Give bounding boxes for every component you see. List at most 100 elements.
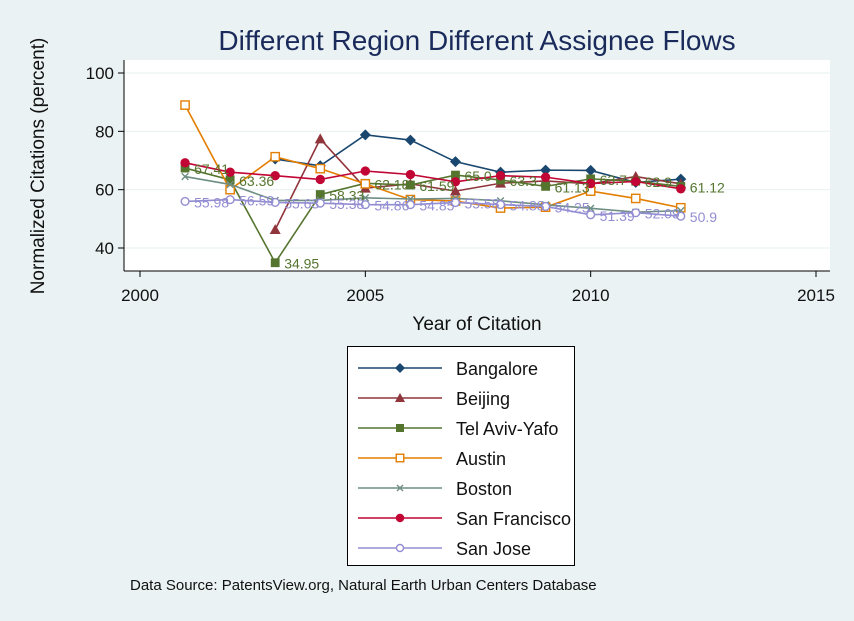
data-label-tel-aviv-yafo: 67.41 (194, 161, 229, 177)
data-label-san-jose: 50.9 (690, 209, 717, 225)
legend-swatch (358, 513, 442, 523)
data-point-san-jose (405, 200, 415, 210)
data-point-boston (361, 194, 370, 202)
data-point-bangalore (585, 164, 597, 176)
data-point-san-jose (270, 197, 280, 207)
data-point-san-jose (676, 211, 686, 221)
legend-swatch (358, 543, 442, 553)
legend-item-boston: Boston (348, 473, 574, 503)
data-point-tel-aviv-yafo (315, 190, 325, 199)
legend-swatch (358, 393, 442, 402)
legend-label: Bangalore (456, 359, 539, 379)
data-label-tel-aviv-yafo: 63.3 (510, 173, 537, 189)
data-point-boston (586, 204, 595, 213)
plot-area (124, 60, 830, 271)
x-marker-stroke (226, 180, 234, 189)
chart-title: Different Region Different Assignee Flow… (218, 25, 735, 56)
x-marker-stroke (586, 204, 595, 213)
data-label-tel-aviv-yafo: 34.95 (284, 256, 319, 272)
data-label-tel-aviv-yafo: 63.36 (239, 173, 274, 189)
data-label-san-jose: 54.85 (419, 198, 454, 214)
data-label-san-jose: 55.58 (464, 196, 499, 212)
legend-item-bangalore: Bangalore (348, 353, 574, 383)
legend-swatch (358, 363, 442, 373)
data-label-tel-aviv-yafo: 62.18 (374, 176, 409, 192)
data-point-san-francisco (360, 166, 371, 176)
data-point-san-jose (495, 200, 506, 210)
series-line-san-jose (185, 198, 681, 218)
data-point-san-francisco (450, 177, 461, 187)
data-label-san-jose: 51.39 (600, 208, 635, 224)
data-point-beijing (314, 133, 326, 144)
data-label-san-jose: 55.63 (284, 195, 319, 211)
legend-item-san-jose: San Jose (348, 533, 574, 563)
legend-swatch (358, 484, 442, 492)
data-point-austin (360, 179, 371, 189)
data-label-san-jose: 54.88 (510, 198, 545, 214)
x-marker-stroke (361, 194, 370, 202)
legend-label: Austin (456, 449, 507, 469)
data-point-tel-aviv-yafo (406, 180, 415, 190)
data-point-austin (270, 151, 281, 162)
data-point-tel-aviv-yafo (225, 175, 235, 185)
data-point-san-francisco (631, 176, 641, 187)
data-point-bangalore (449, 156, 461, 168)
data-label-san-jose: 54.25 (555, 199, 590, 215)
data-label-san-jose: 54.86 (374, 198, 409, 214)
data-label-tel-aviv-yafo: 61.59 (419, 178, 454, 194)
data-point-san-jose (541, 201, 551, 211)
legend-item-san-francisco: San Francisco (348, 503, 574, 533)
data-point-bangalore (359, 129, 371, 141)
data-point-beijing (449, 185, 461, 196)
data-point-tel-aviv-yafo (270, 258, 280, 268)
data-label-san-jose: 55.38 (329, 196, 364, 212)
series-line-san-francisco (184, 162, 681, 190)
square-marker (396, 424, 404, 432)
data-point-san-francisco (270, 170, 280, 181)
legend-label: Tel Aviv-Yafo (456, 419, 559, 439)
y-tick-label: 100 (86, 64, 114, 83)
data-point-san-francisco (495, 170, 506, 181)
legend-swatch (358, 453, 442, 463)
data-point-tel-aviv-yafo (180, 163, 190, 173)
data-point-san-jose (360, 200, 370, 210)
x-marker (396, 484, 404, 492)
data-point-tel-aviv-yafo (541, 181, 550, 191)
x-tick-label: 2000 (121, 286, 159, 305)
series-san-jose (180, 195, 686, 221)
legend: Bangalore Beijing Tel Aviv-Yafo Austin Bosto… (347, 346, 575, 566)
legend-item-beijing: Beijing (348, 383, 574, 413)
data-point-san-francisco (180, 158, 190, 168)
data-point-bangalore (540, 164, 552, 176)
series-line-boston (184, 175, 681, 213)
data-point-san-francisco (405, 169, 416, 180)
data-label-tel-aviv-yafo: 63.7 (600, 172, 627, 188)
data-point-san-jose (315, 198, 325, 208)
data-point-austin (225, 184, 235, 195)
x-marker-stroke (181, 172, 189, 181)
series-san-francisco (180, 158, 686, 194)
legend-label: Beijing (456, 389, 511, 409)
series-line-tel-aviv-yafo (184, 167, 681, 265)
circle-marker (395, 513, 405, 523)
data-point-san-francisco (225, 167, 235, 177)
data-point-san-jose (631, 208, 641, 218)
data-point-san-francisco (676, 184, 686, 194)
legend-label: San Jose (456, 539, 532, 559)
data-label-tel-aviv-yafo: 65.0 (464, 168, 491, 184)
data-label-tel-aviv-yafo: 58.33 (329, 188, 364, 204)
legend-item-tel-aviv-yafo: Tel Aviv-Yafo (348, 413, 574, 443)
data-label-tel-aviv-yafo: 61.12 (690, 179, 725, 195)
data-point-san-jose (586, 210, 596, 220)
legend-label: San Francisco (456, 509, 572, 529)
legend-label: Boston (456, 479, 513, 499)
data-point-san-jose (450, 198, 461, 208)
data-point-tel-aviv-yafo (451, 170, 460, 180)
x-axis-title: Year of Citation (412, 314, 541, 335)
y-tick-label: 40 (95, 239, 114, 258)
data-label-san-jose: 55.98 (194, 194, 229, 210)
x-tick-label: 2005 (346, 286, 384, 305)
triangle-marker (395, 393, 405, 402)
data-point-san-jose (180, 196, 190, 206)
